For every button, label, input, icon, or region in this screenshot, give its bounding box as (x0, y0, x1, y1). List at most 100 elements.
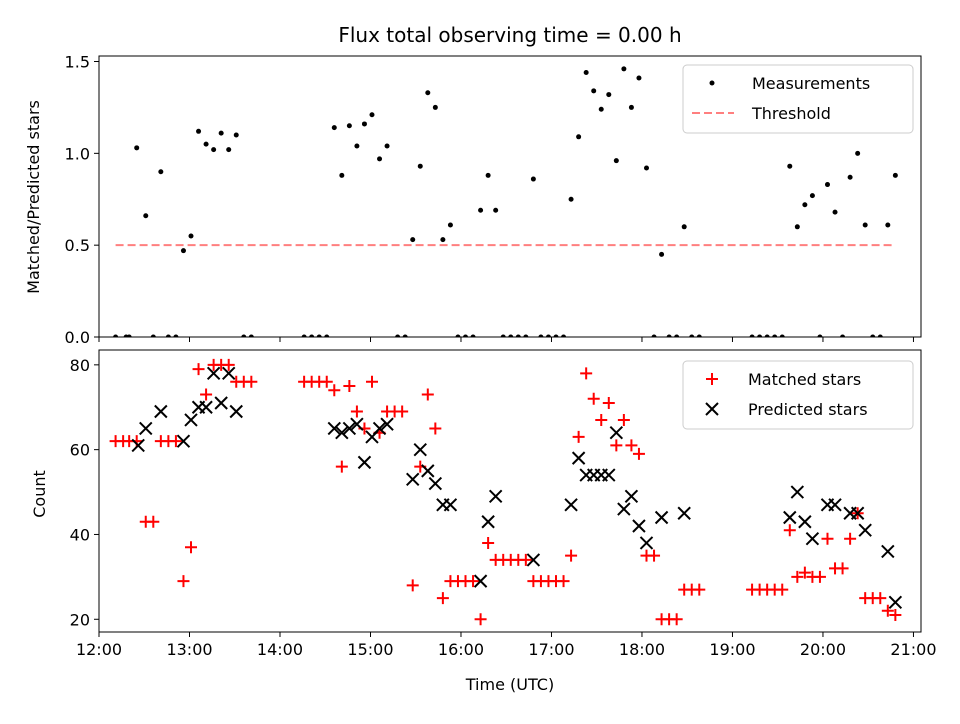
predicted-stars-point (413, 442, 427, 457)
measurements-point (659, 251, 665, 257)
matched-stars-point (595, 413, 608, 426)
predicted-stars-point (571, 451, 586, 465)
matched-stars-point (821, 532, 834, 545)
measurements-point (689, 334, 695, 337)
measurements-point (354, 143, 360, 149)
measurements-point (309, 334, 315, 337)
count-axes-frame (98, 349, 922, 633)
measurements-point (346, 123, 352, 129)
legend-measurements-marker (709, 80, 715, 86)
predicted-stars-point (488, 489, 503, 504)
matched-stars-point (328, 384, 341, 397)
measurements-point (877, 334, 883, 337)
measurements-point (384, 143, 390, 149)
matched-stars-point (335, 460, 348, 473)
predicted-stars-point (858, 523, 872, 537)
measurements-point (749, 334, 755, 337)
matched-stars-point (670, 613, 683, 626)
predicted-stars-point (564, 498, 578, 512)
predicted-stars-point (602, 468, 616, 482)
legend-threshold-label: Threshold (751, 104, 831, 123)
predicted-stars-point (632, 519, 646, 533)
predicted-stars-point (327, 421, 341, 436)
predicted-stars-point (805, 531, 820, 546)
count-y-tick-label: 80 (70, 356, 90, 375)
measurements-point (832, 209, 838, 215)
matched-stars-point (482, 536, 495, 549)
measurements-point (455, 334, 461, 337)
chart-title: Flux total observing time = 0.00 h (338, 23, 681, 47)
matched-stars-point (836, 562, 849, 575)
measurements-point (410, 237, 416, 243)
measurements-point (377, 156, 383, 162)
ratio-y-tick-label: 0.0 (65, 328, 90, 347)
measurements-point (523, 334, 529, 337)
count-legend-box (682, 360, 914, 430)
measurements-point (787, 163, 793, 169)
x-tick-label: 16:00 (438, 640, 484, 659)
measurements-point (862, 222, 868, 228)
matched-stars-point (177, 575, 190, 588)
matched-stars-point (874, 592, 887, 605)
matched-stars-point (320, 375, 333, 388)
measurements-point (113, 334, 119, 337)
measurements-point (508, 334, 514, 337)
predicted-stars-point (624, 489, 639, 504)
measurements-point (180, 248, 186, 254)
measurements-point (188, 233, 194, 239)
measurements-point (226, 147, 232, 153)
measurements-point (568, 196, 574, 202)
x-tick-label: 15:00 (347, 640, 393, 659)
measurements-point (772, 334, 778, 337)
predicted-stars-point (222, 366, 236, 381)
x-tick-label: 17:00 (528, 640, 574, 659)
matched-stars-point (396, 405, 409, 418)
matched-stars-point (192, 363, 205, 376)
measurements-point (440, 237, 446, 243)
ratio-y-tick-label: 1.5 (65, 53, 90, 72)
ratio-marks (113, 66, 898, 337)
predicted-stars-point (357, 455, 372, 470)
ratio-plot: 0.0 0.5 1.0 1.5 (65, 53, 922, 347)
matched-stars-point (519, 553, 532, 566)
measurements-point (196, 128, 202, 134)
matched-stars-point (557, 575, 570, 588)
matched-stars-point (572, 430, 585, 443)
measurements-point (817, 334, 823, 337)
predicted-stars-point (639, 536, 654, 550)
measurements-point (553, 334, 559, 337)
measurements-point (681, 224, 687, 230)
matched-stars-point (648, 549, 661, 562)
measurements-point (515, 334, 521, 337)
predicted-stars-point (526, 553, 541, 567)
matched-stars-point (783, 524, 796, 537)
matched-stars-point (169, 435, 182, 448)
x-tick-label: 21:00 (890, 640, 936, 659)
measurements-point (651, 334, 657, 337)
measurements-point (802, 202, 808, 208)
matched-stars-point (580, 367, 593, 380)
measurements-point (447, 222, 453, 228)
matched-stars-point (602, 397, 615, 410)
predicted-stars-point (229, 404, 243, 419)
matched-stars-point (421, 388, 434, 401)
matched-stars-point (565, 549, 578, 562)
measurements-point (643, 165, 649, 171)
measurements-point (636, 75, 642, 81)
measurements-point (331, 125, 337, 131)
matched-stars-point (147, 515, 160, 528)
measurements-point (233, 132, 239, 138)
measurements-point (395, 334, 401, 337)
measurements-point (432, 104, 438, 110)
matched-stars-point (798, 566, 811, 579)
measurements-point (369, 112, 375, 118)
predicted-stars-point (677, 506, 691, 520)
legend-predicted-label: Predicted stars (748, 400, 868, 419)
measurements-point (500, 334, 506, 337)
measurements-point (324, 334, 330, 337)
ratio-legend: Measurements Threshold (682, 64, 914, 134)
predicted-stars-point (609, 425, 624, 440)
matched-stars-point (693, 583, 706, 596)
predicted-stars-point (828, 498, 842, 512)
predicted-stars-point (783, 510, 797, 525)
